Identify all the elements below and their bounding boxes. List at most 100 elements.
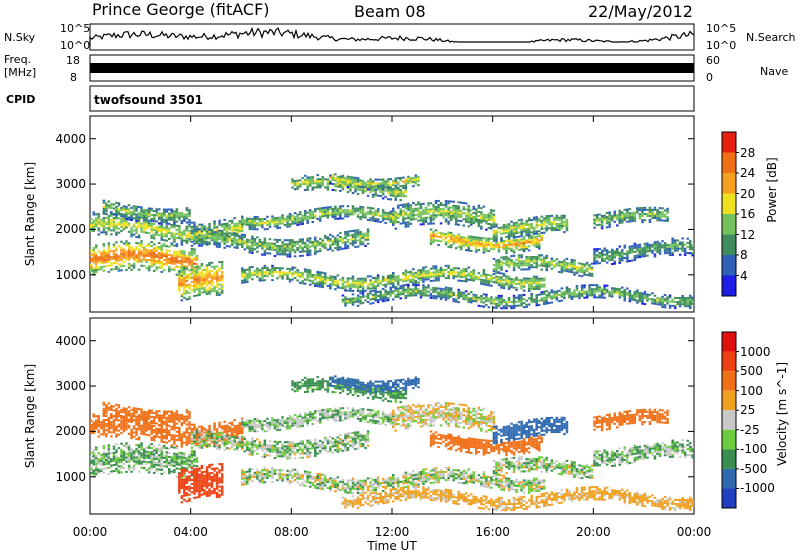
power-cell bbox=[402, 205, 405, 208]
power-cell bbox=[381, 296, 385, 299]
power-cell bbox=[130, 264, 133, 267]
power-cell bbox=[346, 215, 350, 218]
power-cell bbox=[208, 282, 211, 285]
power-cell bbox=[200, 283, 204, 286]
power-cell bbox=[505, 229, 508, 232]
power-cell bbox=[522, 281, 526, 284]
power-cell bbox=[565, 264, 569, 267]
power-cell bbox=[444, 290, 448, 293]
power-cell bbox=[208, 286, 211, 289]
power-cell bbox=[505, 246, 508, 249]
power-cell bbox=[183, 250, 186, 253]
power-cell bbox=[150, 263, 153, 266]
power-cell bbox=[485, 295, 488, 298]
power-cell bbox=[344, 181, 347, 184]
power-cell bbox=[208, 232, 211, 235]
power-cell bbox=[205, 268, 209, 271]
power-cell bbox=[487, 280, 491, 283]
power-cell bbox=[203, 234, 206, 237]
power-cell bbox=[452, 236, 455, 239]
power-cell bbox=[540, 268, 544, 271]
power-cell bbox=[603, 247, 606, 250]
power-cell bbox=[213, 243, 216, 246]
power-cell bbox=[135, 248, 138, 251]
power-cell bbox=[371, 283, 375, 286]
power-cell bbox=[535, 298, 539, 301]
power-cell bbox=[522, 248, 526, 251]
power-cell bbox=[611, 254, 614, 257]
power-cell bbox=[155, 208, 158, 211]
power-cell bbox=[354, 237, 357, 240]
power-cell bbox=[658, 213, 662, 216]
power-cell bbox=[553, 227, 556, 230]
power-cell bbox=[666, 250, 669, 253]
power-cell bbox=[447, 212, 450, 215]
power-cell bbox=[170, 260, 174, 263]
power-cell bbox=[316, 240, 320, 243]
power-cell bbox=[447, 295, 450, 298]
power-cell bbox=[261, 277, 264, 280]
power-cell bbox=[472, 271, 476, 274]
power-cell bbox=[356, 294, 360, 297]
power-cell bbox=[449, 240, 453, 243]
power-cell bbox=[271, 268, 274, 271]
power-cell bbox=[540, 215, 544, 218]
power-cell bbox=[374, 278, 377, 281]
power-cell bbox=[298, 240, 302, 243]
power-cell bbox=[487, 214, 491, 217]
power-cell bbox=[288, 239, 292, 242]
power-cell bbox=[198, 238, 201, 241]
power-cell bbox=[417, 184, 420, 187]
power-cell bbox=[205, 266, 209, 269]
power-cell bbox=[261, 271, 264, 274]
cpid-panel bbox=[89, 85, 695, 112]
power-cell bbox=[356, 192, 360, 195]
power-cell bbox=[130, 246, 133, 249]
power-cell bbox=[306, 188, 309, 191]
power-cell bbox=[314, 180, 317, 183]
power-cell bbox=[215, 269, 219, 272]
power-cell bbox=[530, 258, 533, 261]
power-cell bbox=[485, 249, 488, 252]
power-cell bbox=[361, 179, 365, 182]
power-cell bbox=[389, 212, 393, 215]
power-cell bbox=[417, 290, 420, 293]
power-cell bbox=[344, 241, 347, 244]
power-cell bbox=[500, 240, 503, 243]
power-cell bbox=[140, 252, 143, 255]
power-cell bbox=[120, 217, 123, 220]
power-cell bbox=[346, 185, 350, 188]
power-cell bbox=[424, 208, 428, 211]
power-cell bbox=[480, 280, 483, 283]
power-cell bbox=[238, 228, 242, 231]
power-cell bbox=[276, 249, 279, 252]
velocity-cell bbox=[92, 469, 96, 472]
power-cell bbox=[384, 295, 387, 298]
power-cell bbox=[195, 263, 199, 266]
power-cell bbox=[492, 270, 496, 273]
power-cell bbox=[369, 290, 372, 293]
power-cell bbox=[135, 256, 138, 259]
power-cell bbox=[495, 298, 498, 301]
power-cell bbox=[283, 273, 287, 276]
power-cell bbox=[535, 222, 539, 225]
power-cell bbox=[291, 216, 294, 219]
power-cell bbox=[522, 289, 526, 292]
power-cell bbox=[276, 225, 279, 228]
power-cell bbox=[205, 242, 209, 245]
power-cell bbox=[535, 281, 538, 284]
power-cell bbox=[671, 251, 674, 254]
power-cell bbox=[218, 261, 221, 264]
power-cell bbox=[595, 260, 599, 263]
power-cell bbox=[145, 227, 148, 230]
power-cell bbox=[210, 228, 214, 231]
power-cell bbox=[175, 220, 179, 223]
power-cell bbox=[198, 294, 201, 297]
power-cell bbox=[107, 252, 111, 255]
power-cell bbox=[160, 238, 164, 241]
power-cell bbox=[530, 301, 533, 304]
power-cell bbox=[346, 182, 350, 185]
power-cell bbox=[112, 203, 116, 206]
power-cell bbox=[490, 237, 493, 240]
power-cell bbox=[205, 276, 209, 279]
